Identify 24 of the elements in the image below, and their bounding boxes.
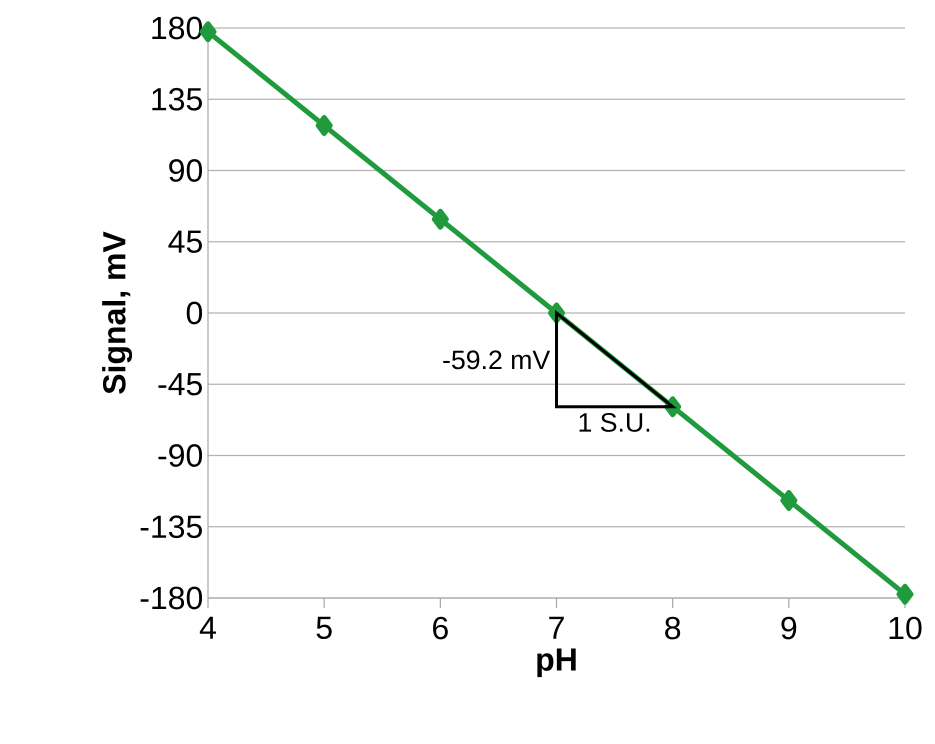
y-tick-label: -135 [140, 515, 202, 538]
x-axis-title: pH [537, 648, 576, 678]
x-tick-label: 5 [316, 616, 332, 640]
y-tick-label: -180 [140, 586, 202, 610]
x-tick-label: 4 [200, 616, 216, 639]
annotation: -59.2 mV [443, 350, 550, 370]
y-axis-title: Signal, mV [102, 231, 132, 394]
y-tick-label: 0 [186, 302, 202, 324]
y-tick-label: 135 [152, 88, 202, 111]
x-tick-label: 10 [890, 616, 922, 640]
y-tick-label: -45 [158, 373, 202, 396]
x-tick-label: 8 [665, 616, 680, 640]
y-tick-label: 180 [152, 16, 202, 40]
annotation: 1 S.U. [580, 413, 650, 432]
point [432, 208, 449, 230]
y-tick-label: 90 [169, 159, 202, 182]
y-tick-label: 45 [168, 230, 202, 253]
point [316, 115, 333, 136]
x-tick-label: 9 [781, 616, 796, 640]
y-tick-label: -90 [158, 444, 202, 467]
point [896, 584, 914, 605]
x-tick-label: 6 [433, 616, 448, 640]
point [780, 490, 798, 511]
x-tick-label: 7 [549, 616, 564, 639]
